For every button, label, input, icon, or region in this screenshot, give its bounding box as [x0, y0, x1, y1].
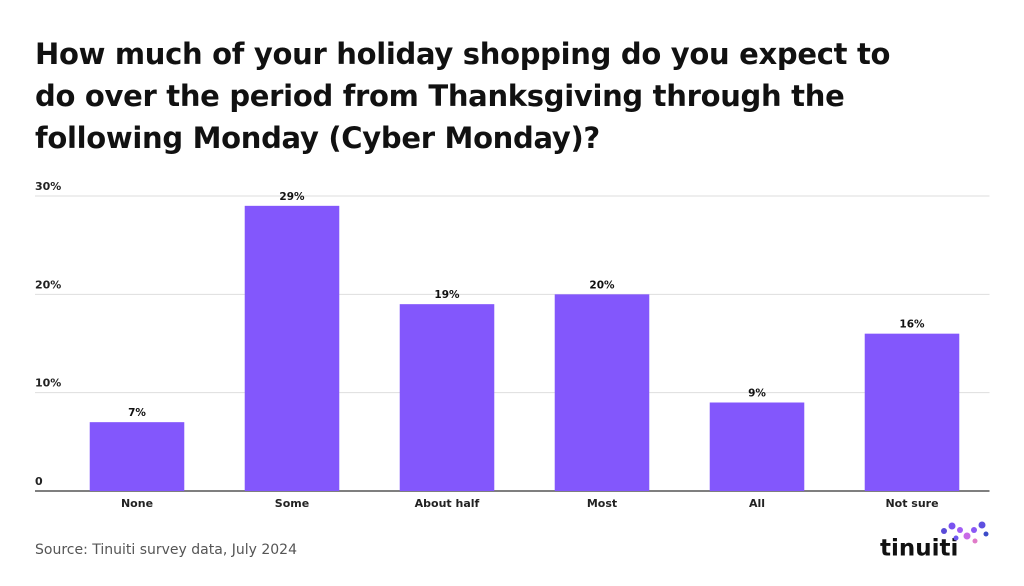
bar	[709, 402, 805, 491]
value-label: 19%	[434, 289, 460, 301]
value-label: 16%	[899, 319, 925, 331]
x-tick-label: Most	[587, 497, 617, 510]
y-tick-label: 20%	[35, 278, 61, 291]
logo-dot	[941, 528, 947, 534]
logo-dot	[953, 535, 959, 541]
x-tick-label: Not sure	[885, 497, 938, 510]
logo-dot	[971, 527, 977, 533]
logo-dot	[963, 532, 971, 540]
value-label: 7%	[128, 407, 146, 419]
y-tick-label: 0	[35, 475, 43, 488]
value-label: 20%	[589, 279, 615, 291]
y-tick-label: 10%	[35, 377, 61, 390]
x-tick-label: All	[749, 497, 765, 510]
value-label: 29%	[279, 191, 305, 203]
bar	[864, 333, 960, 491]
logo-dot	[972, 538, 978, 544]
x-tick-label: None	[121, 497, 153, 510]
value-label: 9%	[748, 388, 766, 400]
y-tick-label: 30%	[35, 180, 61, 193]
logo-dots	[941, 521, 989, 544]
source-note: Source: Tinuiti survey data, July 2024	[35, 542, 297, 558]
logo-dot	[957, 527, 963, 533]
logo-dot	[948, 522, 956, 530]
logo-dot	[983, 531, 989, 537]
logo-dot	[978, 521, 986, 529]
logo-text: tinuiti	[880, 536, 958, 562]
x-tick-label: Some	[275, 497, 309, 510]
x-tick-label: About half	[415, 497, 480, 510]
chart-title-line: How much of your holiday shopping do you…	[35, 37, 890, 71]
bar	[89, 422, 185, 491]
bar	[399, 304, 495, 491]
chart-title-line: do over the period from Thanksgiving thr…	[35, 79, 844, 113]
chart-title-line: following Monday (Cyber Monday)?	[35, 121, 600, 155]
bar	[244, 205, 340, 492]
bar	[554, 294, 650, 491]
